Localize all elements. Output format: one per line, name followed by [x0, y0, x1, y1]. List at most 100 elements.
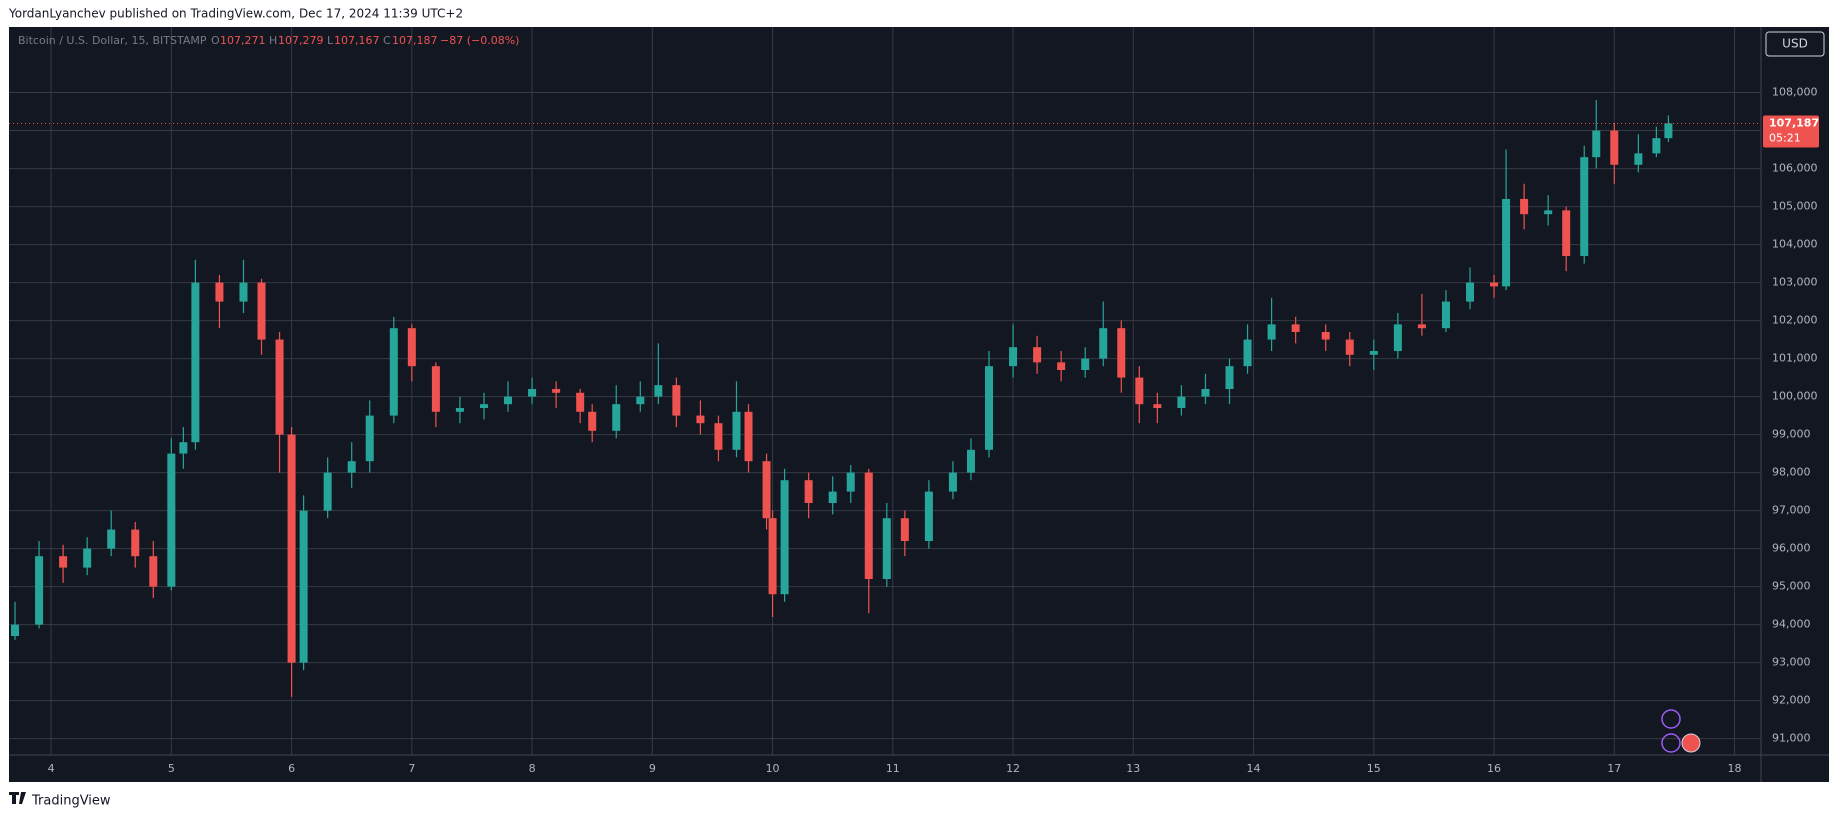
candle-body — [1369, 350, 1378, 355]
x-tick-label: 15 — [1367, 762, 1381, 775]
candle-body — [768, 518, 777, 595]
x-tick-label: 8 — [529, 762, 536, 775]
candle-body — [365, 415, 374, 462]
x-tick-label: 7 — [408, 762, 415, 775]
brand: TradingView — [31, 794, 111, 809]
x-tick-label: 6 — [288, 762, 295, 775]
legend-key: O — [211, 34, 220, 47]
candle-body — [59, 556, 68, 568]
candle-body — [1441, 301, 1450, 329]
candle-body — [1117, 328, 1126, 378]
tv-logo — [9, 792, 26, 804]
candle-body — [1580, 157, 1589, 256]
x-tick-label: 12 — [1006, 762, 1020, 775]
candle-body — [588, 411, 597, 431]
candle-body — [1544, 210, 1553, 215]
candle-body — [35, 556, 44, 625]
candle-body — [299, 510, 308, 663]
candle-body — [1243, 339, 1252, 367]
y-tick-label: 103,000 — [1772, 276, 1818, 289]
candle-body — [900, 518, 909, 542]
candle-body — [1033, 347, 1042, 363]
legend-change: −87 (−0.08%) — [440, 34, 519, 47]
candle-body — [1291, 324, 1300, 332]
legend-value: 107,167 — [334, 34, 380, 47]
candle-body — [714, 423, 723, 450]
x-tick-label: 9 — [649, 762, 656, 775]
candle-body — [1201, 388, 1210, 397]
candle-body — [1562, 210, 1571, 256]
y-tick-label: 96,000 — [1772, 542, 1811, 555]
event-icon[interactable] — [1661, 709, 1681, 729]
candle-body — [287, 434, 296, 663]
legend-key: L — [327, 34, 334, 47]
candle-body — [167, 453, 176, 587]
candle-body — [389, 328, 398, 416]
event-icon[interactable] — [1681, 733, 1701, 753]
legend-value: 107,271 — [220, 34, 266, 47]
candle-body — [257, 282, 266, 340]
candle-body — [179, 442, 188, 454]
candle-body — [275, 339, 284, 435]
x-tick-label: 18 — [1728, 762, 1742, 775]
candle-body — [1652, 138, 1661, 154]
candle-body — [804, 480, 813, 503]
candle-body — [882, 518, 891, 580]
candle-body — [11, 624, 20, 637]
candle-body — [654, 385, 663, 397]
candle-body — [1099, 328, 1108, 359]
candle-body — [504, 396, 513, 405]
x-tick-label: 14 — [1247, 762, 1261, 775]
y-tick-label: 102,000 — [1772, 314, 1818, 327]
candle-body — [431, 366, 440, 412]
y-tick-label: 94,000 — [1772, 618, 1811, 631]
y-tick-label: 98,000 — [1772, 466, 1811, 479]
x-tick-label: 16 — [1487, 762, 1501, 775]
candle-body — [576, 392, 585, 412]
candle-body — [347, 461, 356, 473]
candle-body — [528, 388, 537, 397]
candle-body — [864, 472, 873, 580]
y-tick-label: 100,000 — [1772, 390, 1818, 403]
candle-body — [732, 411, 741, 450]
labels: 91,000 92,000 93,000 94,000 95,000 96,000 97,0… — [48, 86, 1820, 775]
event-icon[interactable] — [1661, 733, 1681, 753]
candle-body — [1153, 404, 1162, 408]
x-tick-label: 13 — [1126, 762, 1140, 775]
candle-body — [1009, 347, 1018, 367]
candle-body — [131, 529, 140, 557]
y-tick-label: 108,000 — [1772, 86, 1818, 99]
y-tick-label: 95,000 — [1772, 580, 1811, 593]
candle-body — [83, 548, 92, 568]
candle-body — [1520, 198, 1529, 215]
y-tick-label: 92,000 — [1772, 694, 1811, 707]
candle-body — [948, 472, 957, 492]
candle-body — [1664, 123, 1673, 139]
candle-body — [780, 480, 789, 595]
candle-body — [1321, 331, 1330, 340]
y-tick-label: 101,000 — [1772, 352, 1818, 365]
countdown: 05:21 — [1769, 131, 1801, 144]
candle-body — [149, 556, 158, 587]
ohlc-legend: O 107,271 H 107,279 L 107,167 C 107,187 … — [211, 34, 519, 47]
y-tick-label: 93,000 — [1772, 656, 1811, 669]
candle-body — [1592, 130, 1601, 158]
candle-body — [1135, 377, 1144, 405]
candle-body — [1267, 324, 1276, 340]
last-price-box — [1763, 115, 1819, 148]
y-tick-label: 97,000 — [1772, 504, 1811, 517]
x-tick-label: 11 — [886, 762, 900, 775]
currency-button[interactable] — [1765, 31, 1825, 57]
candle-body — [744, 411, 753, 462]
candle-body — [552, 388, 561, 393]
symbol: Bitcoin / U.S. Dollar, 15, BITSTAMP — [18, 34, 207, 47]
candle-body — [1634, 153, 1643, 165]
y-tick-label: 104,000 — [1772, 238, 1818, 251]
y-tick-label: 106,000 — [1772, 162, 1818, 175]
last-price-label: 107,187 — [1769, 116, 1819, 129]
candle-body — [846, 472, 855, 492]
candle-body — [696, 415, 705, 424]
legend-key: H — [269, 34, 277, 47]
